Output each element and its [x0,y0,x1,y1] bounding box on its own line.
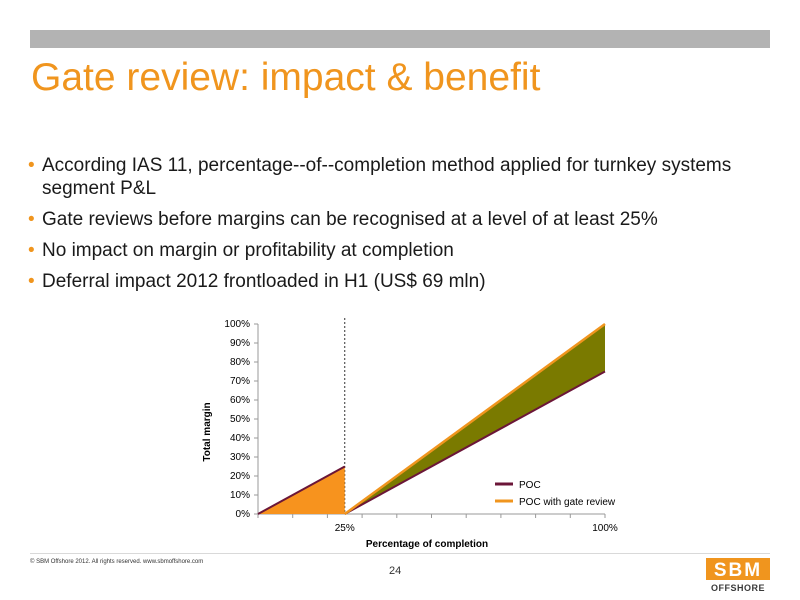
y-tick-label: 100% [224,319,250,330]
y-tick-label: 70% [230,376,250,387]
gate-line-segment-2 [344,322,606,516]
bullet-icon: • [28,271,35,292]
y-tick-label: 60% [230,395,250,406]
bullet-list: • According IAS 11, percentage--of--compl… [28,154,768,301]
margin-chart: 0% 10% 20% 30% 40% 50% 60% 70% 80% 90% 100% 25% 100… [202,318,618,550]
y-tick-label: 50% [230,414,250,425]
y-tick-label: 20% [230,471,250,482]
bullet-item: • Gate reviews before margins can be reco… [28,208,768,231]
logo-subtext: OFFSHORE [711,583,765,593]
x-tick-label: 25% [335,523,355,534]
y-tick-label: 80% [230,357,250,368]
poc-line-segment-2 [344,370,606,515]
legend-label-poc: POC [519,480,541,491]
y-tick-label: 40% [230,433,250,444]
y-tick-labels: 0% 10% 20% 30% 40% 50% 60% 70% 80% 90% 100% [224,319,250,520]
bullet-item: • According IAS 11, percentage--of--compl… [28,154,768,200]
bullet-icon: • [28,240,35,261]
y-tick-label: 90% [230,338,250,349]
x-tick-label: 100% [592,523,618,534]
bullet-text: According IAS 11, percentage--of--comple… [42,155,732,199]
bullet-text: Deferral impact 2012 frontloaded in H1 (… [42,271,486,292]
x-tick-labels: 25% 100% [335,523,618,534]
bullet-item: • No impact on margin or profitability at… [28,239,768,262]
logo-block [706,558,770,580]
y-axis-label: Total margin [202,402,213,461]
chart-legend: POC POC with gate review [495,480,616,508]
y-tick-label: 30% [230,452,250,463]
bullet-text: Gate reviews before margins can be recog… [42,209,658,230]
bullet-icon: • [28,209,35,230]
copyright-text: © SBM Offshore 2012. All rights reserved… [30,559,204,565]
bullet-text: No impact on margin or profitability at … [42,240,454,261]
footer-rule [30,553,770,554]
logo-text: SBM [714,560,762,581]
x-axis-label: Percentage of completion [366,539,488,550]
legend-label-gate: POC with gate review [519,497,616,508]
y-tick-label: 10% [230,490,250,501]
page-number: 24 [389,565,402,577]
slide-title: Gate review: impact & benefit [31,56,541,99]
poc-line-segment-1 [257,465,346,515]
bullet-icon: • [28,155,35,176]
sbm-logo: SBM OFFSHORE [706,558,770,593]
y-tick-label: 0% [236,509,251,520]
chart-lines [257,322,606,516]
bullet-item: • Deferral impact 2012 frontloaded in H1 … [28,270,768,293]
top-bar [30,30,770,48]
